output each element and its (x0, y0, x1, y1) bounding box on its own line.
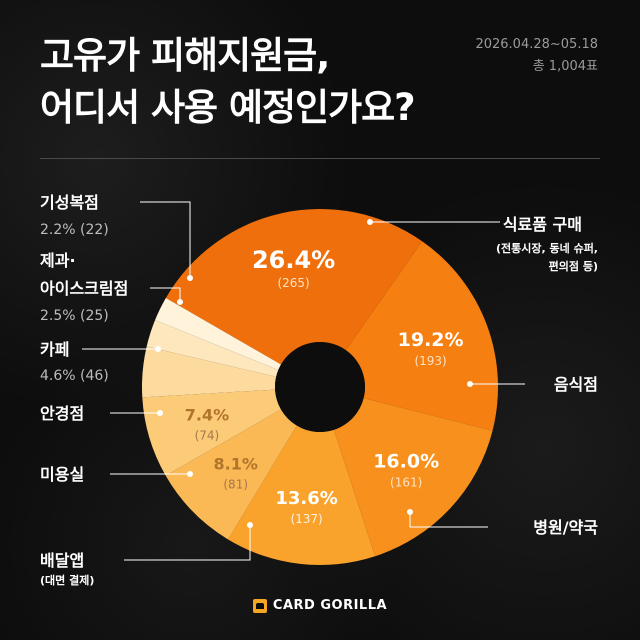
label-4-name: 배달앱 (40, 551, 84, 570)
slice-1-count-label: (265) (277, 276, 309, 290)
slice-1 (165, 208, 423, 365)
slice-5-count-label: (81) (223, 478, 248, 492)
slice-9 (155, 298, 282, 371)
slice-6 (142, 389, 281, 476)
label-9-value: 2.2% (22) (40, 222, 109, 238)
slice-5 (165, 409, 297, 540)
title-line-1: 고유가 피해지원금, (40, 34, 330, 77)
leader-line-4 (124, 525, 251, 561)
donut-hole (275, 342, 365, 432)
slice-6-count-label: (74) (195, 429, 220, 443)
slice-4 (228, 425, 376, 566)
slice-4-percent-label: 13.6% (275, 488, 337, 509)
survey-period: 2026.04.28~05.18 (475, 37, 598, 52)
leader-line-8 (150, 287, 181, 302)
slice-2-percent-label: 19.2% (398, 329, 464, 351)
divider (40, 158, 600, 159)
slice-3-count-label: (161) (390, 476, 422, 490)
slice-3-percent-label: 16.0% (373, 451, 439, 473)
footer-brand: CARD GORILLA (0, 598, 640, 613)
slice-1-percent-label: 26.4% (252, 246, 335, 274)
slice-6-percent-label: 7.4% (185, 406, 229, 425)
label-7-name: 카페 (40, 340, 69, 359)
label-8-name-line1: 제과· (40, 251, 76, 270)
label-3-name: 병원/약국 (533, 518, 598, 537)
slice-5-percent-label: 8.1% (214, 455, 258, 474)
slice-2 (345, 241, 498, 431)
label-7-value: 4.6% (46) (40, 368, 109, 384)
leader-line-9 (140, 201, 191, 278)
gorilla-logo-icon (252, 598, 267, 613)
slice-4-count-label: (137) (290, 512, 322, 526)
label-4-sub: (대면 결제) (40, 573, 94, 587)
label-2-name: 음식점 (554, 375, 598, 394)
slice-3 (333, 398, 493, 557)
vote-count: 총 1,004표 (532, 59, 598, 74)
brand-name: CARD GORILLA (272, 598, 388, 613)
label-9-name: 기성복점 (40, 193, 99, 212)
label-1-sub: (전통시장, 동네 슈퍼, (496, 241, 598, 255)
title-line-2: 어디서 사용 예정인가요? (40, 86, 416, 129)
slice-7 (142, 346, 277, 398)
label-8-name-line2: 아이스크림점 (40, 279, 128, 298)
survey-meta: 2026.04.28~05.18 총 1,004표 (475, 34, 598, 78)
slice-2-count-label: (193) (414, 354, 446, 368)
slice-8 (146, 319, 279, 377)
label-1-name: 식료품 구매 (503, 215, 582, 234)
label-1-sub2: 편의점 등) (549, 259, 598, 273)
label-5-name: 미용실 (40, 465, 84, 484)
label-6-name: 안경점 (40, 404, 84, 423)
page-title: 고유가 피해지원금, 어디서 사용 예정인가요? (40, 30, 416, 134)
label-8-value: 2.5% (25) (40, 308, 109, 324)
leader-line-3 (409, 512, 488, 528)
